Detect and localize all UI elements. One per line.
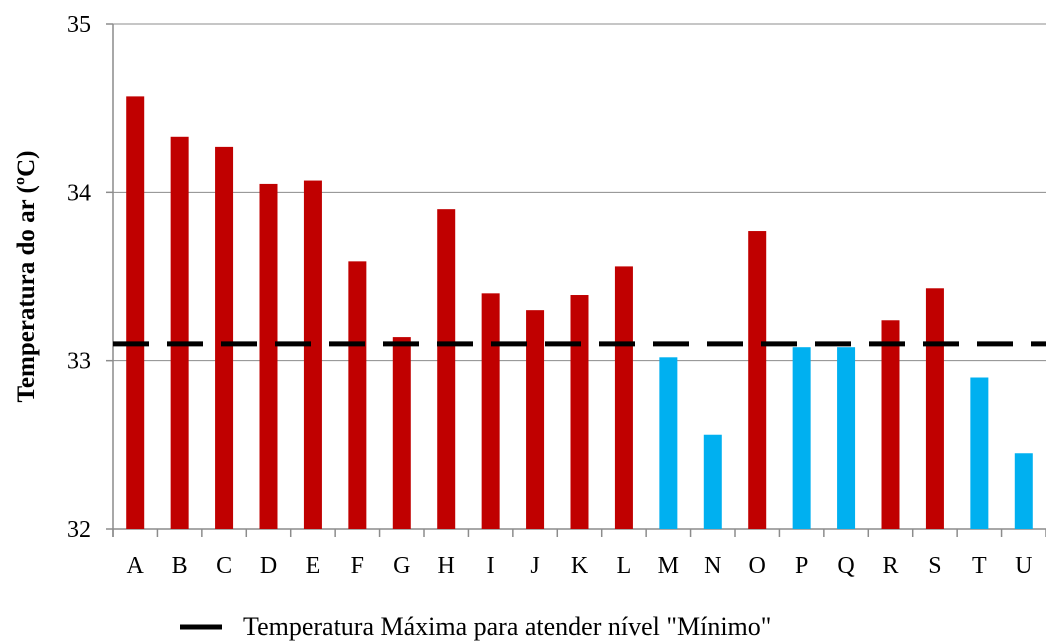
y-axis-label: Temperatura do ar (ºC)	[13, 151, 40, 403]
bar-T	[970, 377, 989, 529]
x-tick-label-R: R	[882, 553, 898, 579]
bar-M	[659, 357, 678, 529]
x-tick-label-F: F	[351, 553, 364, 579]
bar-Q	[837, 347, 856, 529]
y-tick-label-1: 33	[67, 349, 91, 375]
x-tick-label-M: M	[658, 553, 679, 579]
y-tick-labels: 32 33 34 35	[67, 12, 91, 543]
x-tick-label-B: B	[172, 553, 188, 579]
y-tick-label-3: 35	[67, 12, 91, 38]
x-tick-label-G: G	[393, 553, 410, 579]
x-tick-label-K: K	[571, 553, 589, 579]
x-tick-label-T: T	[972, 553, 987, 579]
y-tick-label-2: 34	[67, 180, 91, 206]
x-tick-label-E: E	[306, 553, 321, 579]
x-tick-label-A: A	[127, 553, 145, 579]
bar-I	[481, 293, 500, 529]
x-tick-label-J: J	[530, 553, 539, 579]
bar-H	[437, 209, 456, 529]
bar-U	[1014, 453, 1033, 529]
x-tick-label-O: O	[749, 553, 766, 579]
bar-B	[170, 136, 189, 530]
x-tick-label-U: U	[1015, 553, 1032, 579]
bar-F	[348, 261, 367, 529]
bar-A	[126, 96, 145, 529]
bar-E	[303, 180, 322, 530]
bar-R	[881, 320, 900, 529]
bar-J	[526, 310, 545, 529]
x-tick-label-L: L	[617, 553, 632, 579]
x-tick-label-S: S	[928, 553, 941, 579]
bar-S	[925, 288, 944, 529]
bar-O	[748, 231, 767, 530]
x-tick-label-P: P	[795, 553, 808, 579]
x-tick-label-C: C	[216, 553, 232, 579]
legend: Temperatura Máxima para atender nível "M…	[180, 612, 771, 641]
y-tick-label-0: 32	[67, 517, 91, 543]
x-tick-label-N: N	[704, 553, 721, 579]
bar-D	[259, 183, 278, 529]
bar-P	[792, 347, 811, 529]
x-tick-label-H: H	[438, 553, 455, 579]
bars	[126, 96, 1033, 530]
x-tick-label-I: I	[487, 553, 495, 579]
bar-G	[392, 337, 411, 529]
legend-label: Temperatura Máxima para atender nível "M…	[243, 612, 771, 641]
bar-C	[215, 146, 234, 529]
x-tick-label-Q: Q	[837, 553, 854, 579]
bar-K	[570, 295, 589, 529]
x-tick-label-D: D	[260, 553, 277, 579]
bar-L	[614, 266, 633, 529]
bar-N	[703, 434, 722, 529]
